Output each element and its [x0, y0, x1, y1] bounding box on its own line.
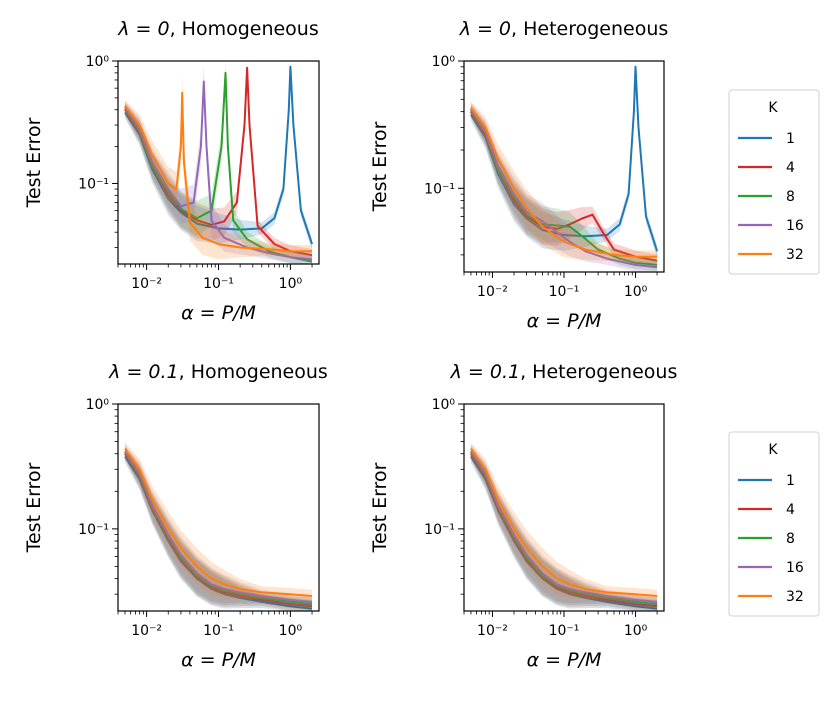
legend-label-4: 4 — [786, 502, 795, 518]
x-axis-label: α = P/M — [181, 302, 256, 324]
y-tick-label: 10⁻¹ — [78, 522, 109, 538]
x-tick-label: 10⁻¹ — [549, 284, 580, 300]
x-tick-label: 10⁻² — [477, 623, 508, 639]
chart-title-text: , Homogeneous — [179, 361, 328, 383]
legend-title: K — [768, 100, 778, 116]
y-tick-label: 10⁰ — [432, 397, 456, 413]
y-tick-label: 10⁻¹ — [424, 181, 455, 197]
series-8-band — [470, 446, 658, 611]
chart-title-text: , Heterogeneous — [511, 18, 668, 40]
series-32-line — [470, 107, 658, 258]
chart-title: λ = 0.1, Homogeneous — [108, 361, 328, 383]
series-32-line — [124, 91, 312, 253]
x-tick-label: 10⁰ — [624, 284, 648, 300]
series-8-line — [124, 71, 313, 263]
x-tick-label: 10⁰ — [279, 276, 303, 292]
series-4-band — [125, 63, 312, 262]
x-tick-label: 10⁻¹ — [203, 623, 234, 639]
y-tick-label: 10⁰ — [432, 54, 456, 70]
x-axis-label: α = P/M — [527, 649, 602, 671]
y-axis-label: Test Error — [23, 117, 45, 208]
legend-label-8: 8 — [786, 531, 795, 547]
y-tick-label: 10⁻¹ — [424, 522, 455, 538]
series-16-band — [125, 64, 312, 264]
series-32-band — [470, 101, 658, 264]
legend-label-16: 16 — [786, 218, 804, 234]
y-tick-label: 10⁻¹ — [78, 176, 109, 192]
chart-panel-3: 10⁻² 10⁻¹ 10⁰ 10⁻¹ 10⁰ λ = 0.1, Homogeneous α … — [23, 361, 328, 671]
x-axis-label: α = P/M — [527, 310, 602, 332]
series-16-line — [470, 450, 658, 603]
x-tick-label: 10⁻² — [477, 284, 508, 300]
series-1-line — [470, 65, 659, 252]
legend-label-8: 8 — [786, 189, 795, 205]
y-axis-label: Test Error — [23, 462, 45, 553]
legend-label-32: 32 — [786, 247, 804, 263]
chart-title-math: λ = 0.1 — [450, 361, 520, 383]
chart-panel-4: 10⁻² 10⁻¹ 10⁰ 10⁻¹ 10⁰ λ = 0.1, Heterogeneous… — [369, 361, 677, 671]
series-16-line — [470, 108, 658, 269]
series-32-band — [125, 442, 312, 603]
series-16-line — [124, 450, 313, 603]
legend-1: K1 4 8 16 32 — [728, 89, 820, 275]
legend-box — [728, 89, 820, 275]
x-tick-label: 10⁻¹ — [549, 623, 580, 639]
x-axis-label: α = P/M — [181, 649, 256, 671]
series-16-band — [125, 444, 312, 609]
x-tick-label: 10⁻¹ — [203, 276, 234, 292]
chart-title-text: , Heterogeneous — [520, 361, 677, 383]
legend-box — [728, 431, 820, 617]
legend-label-32: 32 — [786, 589, 804, 605]
legend-2: K1 4 8 16 32 — [728, 431, 820, 617]
series-32-line — [470, 447, 658, 597]
series-32-band — [125, 75, 312, 260]
chart-panel-1: 10⁻² 10⁻¹ 10⁰ 10⁻¹ 10⁰ λ = 0, Homogeneous α = … — [23, 18, 320, 324]
chart-title-math: λ = 0 — [117, 18, 169, 40]
series-1-line — [124, 65, 313, 245]
series-16-line — [124, 80, 313, 261]
x-tick-label: 10⁻² — [131, 623, 162, 639]
series-32-band — [470, 442, 658, 603]
chart-title-text: , Homogeneous — [170, 18, 319, 40]
chart-title: λ = 0.1, Heterogeneous — [450, 361, 678, 383]
y-axis-label: Test Error — [369, 462, 391, 553]
legend-label-4: 4 — [786, 160, 795, 176]
chart-title-math: λ = 0.1 — [108, 361, 178, 383]
chart-title: λ = 0, Heterogeneous — [459, 18, 669, 40]
series-32-line — [124, 447, 313, 597]
x-tick-label: 10⁰ — [624, 623, 648, 639]
chart-title: λ = 0, Homogeneous — [117, 18, 319, 40]
series-8-line — [470, 109, 658, 266]
legend-label-1: 1 — [786, 473, 795, 489]
y-tick-label: 10⁰ — [86, 397, 110, 413]
series-16-band — [470, 444, 658, 609]
chart-title-math: λ = 0 — [459, 18, 511, 40]
series-8-band — [125, 446, 312, 611]
legend-title: K — [768, 442, 778, 458]
legend-label-16: 16 — [786, 560, 804, 576]
x-tick-label: 10⁻² — [131, 276, 162, 292]
x-tick-label: 10⁰ — [279, 623, 303, 639]
y-axis-label: Test Error — [369, 121, 391, 212]
legend-label-1: 1 — [786, 131, 795, 147]
y-tick-label: 10⁰ — [86, 54, 110, 70]
